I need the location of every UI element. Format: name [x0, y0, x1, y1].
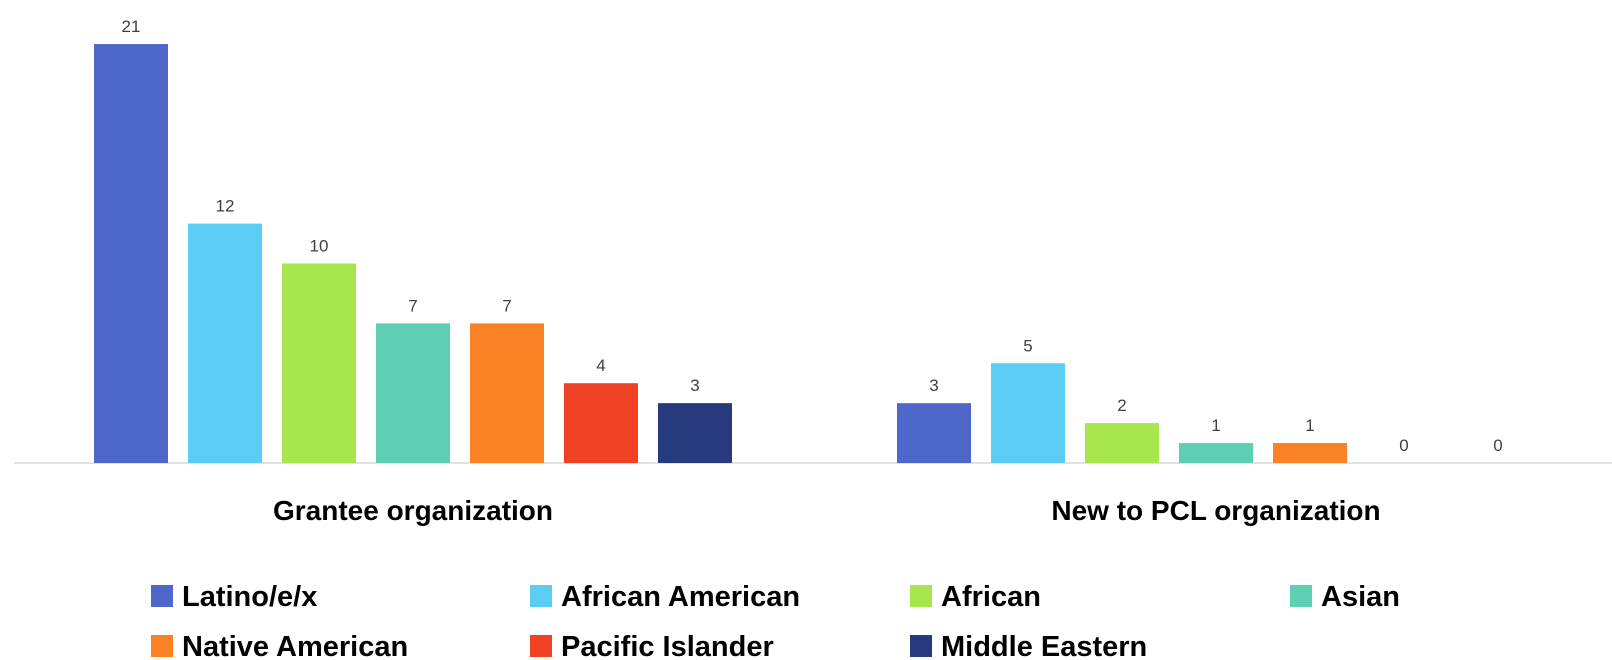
legend-label: African American: [561, 581, 800, 613]
data-label: 7: [408, 296, 417, 315]
bar: [376, 323, 450, 463]
legend-label: Asian: [1321, 581, 1400, 613]
legend-swatch: [151, 585, 173, 607]
data-label: 3: [690, 376, 699, 395]
bars-layer: [94, 44, 1347, 464]
data-label: 12: [216, 197, 235, 216]
data-label: 0: [1399, 436, 1408, 455]
legend-label: Middle Eastern: [941, 631, 1147, 660]
legend-label: Pacific Islander: [561, 631, 774, 660]
bar: [1085, 423, 1159, 463]
bar: [470, 323, 544, 463]
data-label: 10: [310, 237, 329, 256]
legend-swatch: [151, 635, 173, 657]
legend-label: African: [941, 581, 1041, 613]
legend-swatch: [530, 635, 552, 657]
data-label: 0: [1493, 436, 1502, 455]
data-label: 1: [1211, 416, 1220, 435]
category-labels-layer: Grantee organization New to PCL organizat…: [273, 495, 1381, 526]
bar: [94, 44, 168, 464]
data-label: 4: [596, 356, 605, 375]
bar: [1179, 443, 1253, 463]
category-label: Grantee organization: [273, 495, 553, 526]
legend-swatch: [530, 585, 552, 607]
category-label: New to PCL organization: [1051, 495, 1380, 526]
bar: [188, 223, 262, 463]
data-label: 2: [1117, 396, 1126, 415]
legend: Latino/e/x African American African Asian Na…: [151, 581, 1400, 660]
legend-swatch: [910, 585, 932, 607]
data-label: 7: [502, 296, 511, 315]
legend-label: Native American: [182, 631, 408, 660]
bar: [1273, 443, 1347, 463]
legend-swatch: [910, 635, 932, 657]
bar: [991, 363, 1065, 463]
bar: [282, 263, 356, 463]
legend-label: Latino/e/x: [182, 581, 317, 613]
data-label: 3: [929, 376, 938, 395]
data-label: 1: [1305, 416, 1314, 435]
bar: [897, 403, 971, 463]
bar: [564, 383, 638, 463]
bar: [658, 403, 732, 463]
data-label: 5: [1023, 336, 1032, 355]
legend-swatch: [1290, 585, 1312, 607]
data-label: 21: [122, 17, 141, 36]
